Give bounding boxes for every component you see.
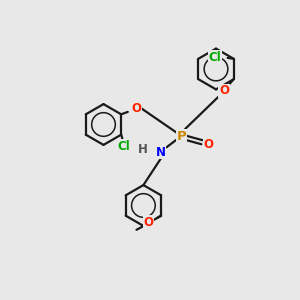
Text: H: H <box>138 143 148 156</box>
Text: P: P <box>177 130 186 143</box>
Text: Cl: Cl <box>117 140 130 153</box>
Text: O: O <box>203 138 214 151</box>
Text: O: O <box>143 216 154 229</box>
Text: N: N <box>155 146 166 159</box>
Text: O: O <box>219 84 229 97</box>
Text: Cl: Cl <box>209 51 221 64</box>
Text: O: O <box>132 102 142 116</box>
